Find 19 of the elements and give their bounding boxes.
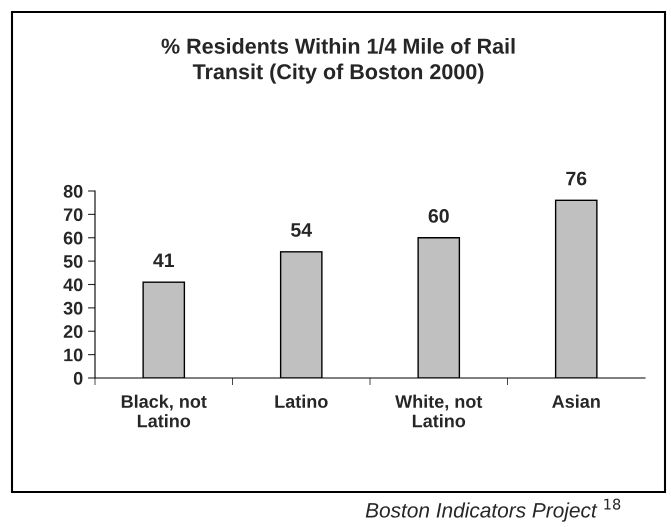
y-tick-label: 10 [64,348,82,362]
x-tick-label: Asian [552,394,600,408]
y-tick-label: 20 [64,325,82,338]
y-tick-label: 70 [64,208,82,222]
x-tick-label: Black, not Latino [122,394,207,428]
x-tick-label: White, not Latino [395,394,482,428]
data-label: 41 [153,254,174,268]
y-tick-label: 60 [64,232,82,244]
y-tick-label: 0 [74,372,82,385]
text: Boston Indicators Project $^{18}$ [366,498,620,522]
data-label: 60 [428,209,449,223]
y-tick-label: 80 [64,184,82,198]
data-label: 76 [566,172,586,186]
x-tick-label: Latino [275,394,328,408]
data-label: 54 [291,223,312,237]
y-tick-label: 30 [64,302,82,315]
y-tick-label: 40 [63,278,82,292]
chart-title: % Residents Within 1/4 Mile of Rail Transit (City of Boston 2000) [162,38,515,84]
y-tick-label: 50 [64,255,82,268]
